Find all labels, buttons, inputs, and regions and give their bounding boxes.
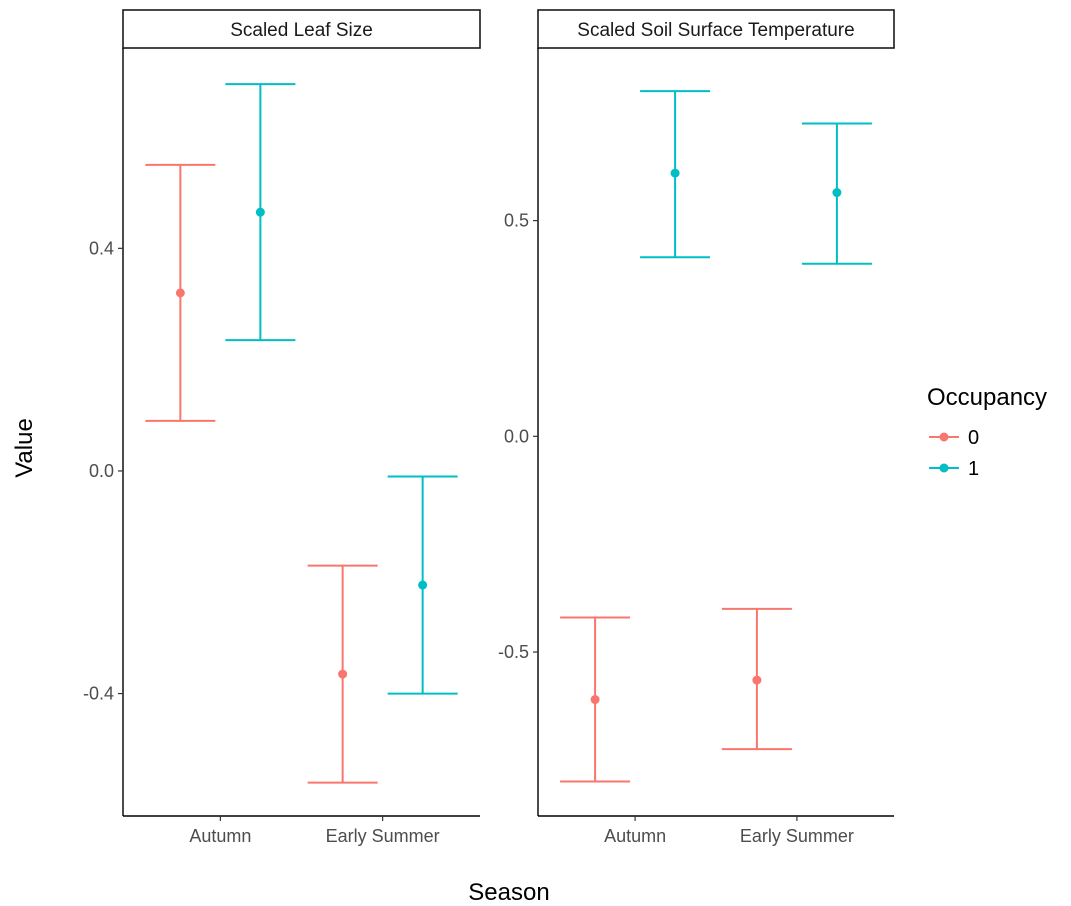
series-0 [560, 607, 792, 783]
series-1 [640, 90, 872, 265]
legend-title: Occupancy [927, 384, 1047, 411]
y-tick-label: 0.0 [89, 461, 114, 481]
series-0 [145, 163, 378, 784]
data-point [670, 168, 680, 178]
data-point [255, 207, 265, 217]
y-tick-label: 0.5 [504, 211, 529, 231]
x-tick-label: Early Summer [326, 826, 440, 846]
series-1 [225, 83, 458, 695]
x-tick-label: Autumn [189, 826, 251, 846]
legend-entry-0: 0 [929, 427, 979, 449]
data-point [338, 669, 348, 679]
legend-label: 1 [968, 458, 979, 480]
y-tick-label: 0.4 [89, 238, 114, 258]
y-tick-label: -0.4 [83, 684, 114, 704]
legend: Occupancy 0 1 [927, 384, 1047, 480]
data-point [832, 188, 842, 198]
y-tick-label: -0.5 [498, 642, 529, 662]
data-point [418, 580, 428, 590]
data-point [175, 288, 185, 298]
x-tick-label: Autumn [604, 826, 666, 846]
x-axis-title: Season [468, 879, 549, 906]
panel-strip [537, 9, 895, 49]
panel-2: Scaled Soil Surface Temperature -0.5 0.0 0.… [498, 9, 895, 846]
chart-panels: Scaled Leaf Size -0.4 0.0 0.4 Autumn Early Su… [83, 9, 895, 846]
legend-key-point [939, 463, 949, 473]
panel-title: Scaled Soil Surface Temperature [577, 20, 854, 41]
x-tick-label: Early Summer [740, 826, 854, 846]
y-axis-title: Value [11, 418, 38, 478]
panel-strip [122, 9, 481, 49]
data-point [590, 695, 600, 705]
panel-title: Scaled Leaf Size [230, 20, 373, 41]
legend-label: 0 [968, 427, 979, 449]
data-point [752, 675, 762, 685]
y-tick-label: 0.0 [504, 426, 529, 446]
legend-entry-1: 1 [929, 458, 979, 480]
legend-key-point [939, 432, 949, 442]
panel-1: Scaled Leaf Size -0.4 0.0 0.4 Autumn Early Su… [83, 9, 481, 846]
